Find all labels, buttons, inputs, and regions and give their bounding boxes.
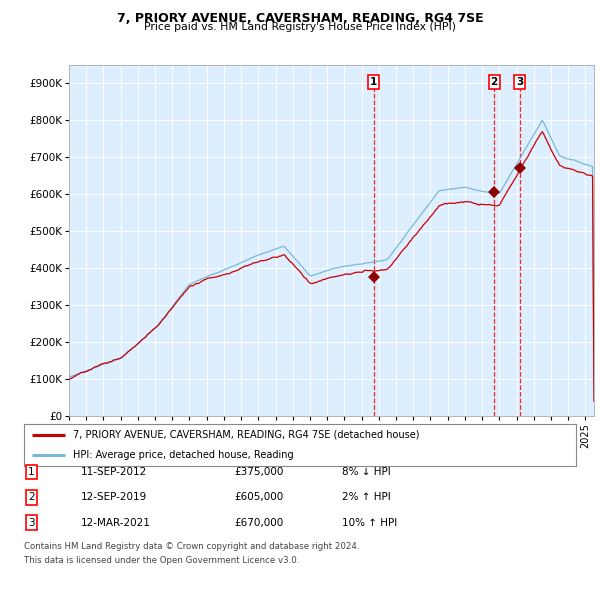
Text: 2: 2 [28, 493, 35, 502]
Text: This data is licensed under the Open Government Licence v3.0.: This data is licensed under the Open Gov… [24, 556, 299, 565]
Text: 12-MAR-2021: 12-MAR-2021 [81, 518, 151, 527]
Text: Contains HM Land Registry data © Crown copyright and database right 2024.: Contains HM Land Registry data © Crown c… [24, 542, 359, 551]
Text: £670,000: £670,000 [234, 518, 283, 527]
Text: 12-SEP-2019: 12-SEP-2019 [81, 493, 147, 502]
Text: HPI: Average price, detached house, Reading: HPI: Average price, detached house, Read… [73, 450, 293, 460]
Text: 2% ↑ HPI: 2% ↑ HPI [342, 493, 391, 502]
Text: 2: 2 [491, 77, 498, 87]
Text: 10% ↑ HPI: 10% ↑ HPI [342, 518, 397, 527]
Text: 11-SEP-2012: 11-SEP-2012 [81, 467, 147, 477]
Text: 7, PRIORY AVENUE, CAVERSHAM, READING, RG4 7SE (detached house): 7, PRIORY AVENUE, CAVERSHAM, READING, RG… [73, 430, 419, 440]
Text: 7, PRIORY AVENUE, CAVERSHAM, READING, RG4 7SE: 7, PRIORY AVENUE, CAVERSHAM, READING, RG… [116, 12, 484, 25]
Text: Price paid vs. HM Land Registry's House Price Index (HPI): Price paid vs. HM Land Registry's House … [144, 22, 456, 32]
Text: 3: 3 [517, 77, 524, 87]
Text: 3: 3 [28, 518, 35, 527]
Text: 1: 1 [28, 467, 35, 477]
Text: 8% ↓ HPI: 8% ↓ HPI [342, 467, 391, 477]
Text: 1: 1 [370, 77, 377, 87]
Text: £375,000: £375,000 [234, 467, 283, 477]
Text: £605,000: £605,000 [234, 493, 283, 502]
